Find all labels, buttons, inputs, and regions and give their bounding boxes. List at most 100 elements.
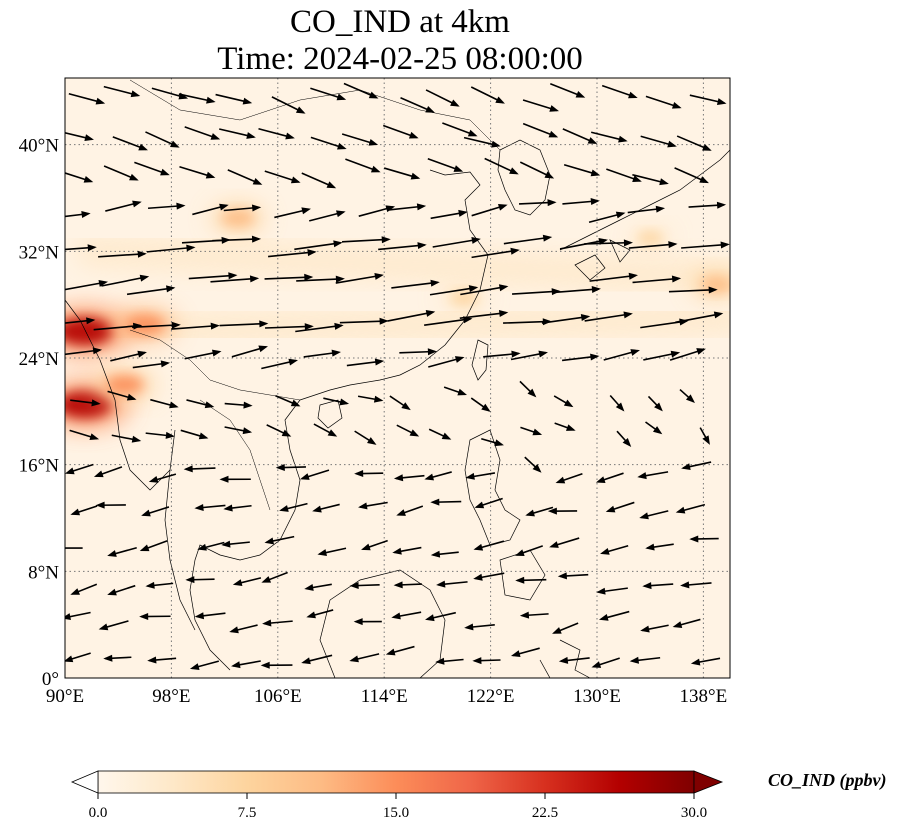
- wind-arrow: [471, 203, 508, 217]
- wind-arrow: [306, 609, 334, 619]
- colorbar-extend-min: [70, 770, 99, 794]
- wind-arrow: [171, 322, 220, 330]
- wind-arrow: [595, 472, 624, 483]
- wind-arrow: [675, 503, 706, 514]
- wind-arrow: [669, 348, 706, 361]
- wind-arrow: [598, 610, 630, 621]
- lon-tick-label: 114°E: [361, 686, 408, 707]
- wind-arrow: [549, 83, 586, 98]
- wind-arrow: [139, 540, 168, 552]
- wind-arrow: [313, 423, 338, 437]
- wind-arrow: [358, 205, 396, 217]
- wind-arrow: [588, 211, 626, 224]
- wind-arrow: [584, 311, 633, 322]
- wind-arrow: [471, 247, 520, 259]
- wind-arrow: [268, 249, 317, 258]
- wind-arrow: [378, 242, 427, 251]
- wind-arrow: [589, 272, 639, 282]
- wind-arrow: [558, 656, 590, 664]
- wind-arrow: [385, 645, 415, 656]
- wind-arrow: [688, 201, 727, 209]
- wind-arrow: [262, 619, 293, 627]
- wind-arrow: [103, 85, 141, 98]
- wind-arrow: [221, 540, 250, 548]
- wind-arrow: [65, 244, 97, 252]
- co-hotspot: [65, 390, 113, 419]
- wind-arrow: [132, 360, 171, 369]
- wind-arrow: [382, 124, 419, 139]
- wind-arrow: [464, 623, 495, 631]
- wind-arrow: [680, 581, 712, 589]
- wind-arrow: [562, 128, 598, 144]
- wind-arrow: [219, 475, 251, 483]
- co-hotspot: [221, 209, 255, 227]
- wind-arrow: [98, 620, 129, 631]
- wind-arrow: [224, 401, 253, 409]
- wind-arrow: [396, 424, 420, 437]
- wind-arrow: [430, 209, 468, 220]
- wind-arrow: [361, 539, 388, 551]
- wind-arrow: [584, 239, 633, 247]
- wind-arrow: [553, 395, 574, 408]
- wind-arrow: [70, 399, 101, 407]
- wind-arrow: [107, 390, 137, 401]
- wind-arrow: [261, 571, 288, 583]
- wind-arrow: [103, 165, 139, 181]
- wind-arrow: [645, 543, 674, 551]
- wind-arrow: [141, 506, 170, 517]
- wind-arrow: [180, 429, 209, 440]
- wind-arrow: [271, 96, 306, 114]
- wind-arrow: [470, 86, 505, 104]
- wind-arrow: [681, 241, 730, 249]
- wind-arrow: [279, 502, 308, 512]
- wind-arrow: [689, 535, 719, 543]
- wind-arrow: [103, 654, 132, 662]
- wind-arrow: [435, 657, 464, 665]
- colorbar-title: CO_IND (ppbv): [768, 770, 887, 790]
- wind-arrow: [212, 235, 262, 243]
- wind-arrow: [603, 349, 640, 361]
- wind-arrow: [627, 205, 666, 214]
- wind-arrow: [549, 537, 580, 548]
- wind-arrow: [430, 498, 462, 506]
- wind-arrow: [473, 572, 505, 581]
- wind-arrow: [699, 427, 710, 445]
- wind-arrow: [396, 505, 424, 516]
- wind-arrow: [481, 437, 504, 447]
- wind-arrow: [541, 314, 591, 324]
- wind-arrow: [668, 286, 718, 294]
- wind-arrow: [428, 428, 452, 440]
- wind-arrow: [194, 503, 226, 511]
- wind-arrow: [147, 656, 177, 664]
- wind-arrow: [65, 611, 91, 621]
- wind-arrow: [310, 136, 347, 150]
- wind-arrow: [647, 395, 663, 412]
- wind-arrow: [484, 157, 519, 175]
- wind-arrow: [274, 207, 311, 219]
- wind-arrow: [640, 624, 669, 633]
- wind-arrow: [126, 285, 176, 296]
- wind-arrow: [676, 135, 712, 151]
- wind-arrow: [178, 93, 216, 104]
- wind-arrow: [219, 320, 269, 328]
- wind-arrow: [185, 576, 215, 584]
- wind-arrow: [510, 350, 548, 361]
- lat-tick-label: 0°: [42, 669, 59, 690]
- wind-arrow: [65, 210, 91, 218]
- wind-arrow: [443, 386, 468, 396]
- wind-arrow: [563, 164, 601, 177]
- wind-arrow: [95, 501, 126, 509]
- wind-arrow: [518, 199, 557, 207]
- wind-arrow: [219, 128, 256, 139]
- wind-arrow: [520, 426, 543, 436]
- wind-arrow: [387, 309, 436, 322]
- wind-arrow: [65, 131, 94, 142]
- wind-arrow: [70, 505, 98, 516]
- wind-arrow: [628, 241, 678, 249]
- wind-arrow: [632, 173, 669, 186]
- wind-arrow: [552, 285, 601, 294]
- wind-arrow: [323, 397, 350, 406]
- wind-arrow: [522, 122, 559, 138]
- wind-arrow: [643, 350, 681, 361]
